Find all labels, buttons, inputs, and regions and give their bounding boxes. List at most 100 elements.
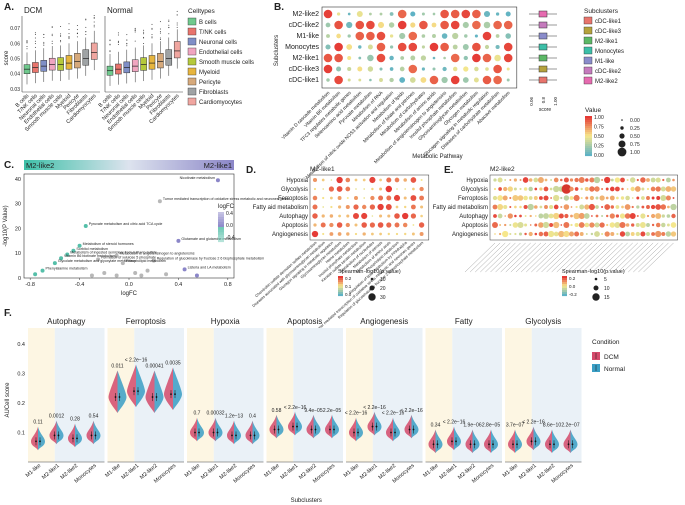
a-outlier [151,23,153,25]
e-dot [523,187,528,191]
a-outlier [93,24,95,26]
a-outlier [126,39,128,41]
b-dot [506,67,510,71]
f-mean-dot [53,434,56,437]
a-outlier [168,19,170,21]
e-dot [636,214,639,218]
f-pvalue: 1.9e−06 [463,423,481,429]
d-dot [329,222,334,228]
b-dot [485,67,489,71]
e-col-tick [602,242,633,273]
e-row-label: Angiogenesis [452,232,488,238]
a-outlier [143,31,145,33]
e-dot [635,231,640,237]
f-mean-dot [390,431,392,434]
c-frame [23,173,235,279]
e-col-tick [480,242,511,273]
b-dot [440,9,449,19]
f-mean-dot [329,428,331,431]
e-dot [569,186,574,192]
e-dot [543,186,549,192]
a-outlier [76,32,78,34]
b-side-tick: 0.8 [541,97,546,104]
e-dot [504,215,507,217]
e-dot [620,196,625,200]
e-dot [651,196,655,200]
b-dot [493,64,502,74]
f-mean-dot [516,443,518,446]
e-dot [672,197,675,199]
e-col-tick [582,242,613,273]
b-dot [503,53,513,63]
e-dot [594,231,600,237]
a-outlier [168,21,170,23]
e-dot [497,195,503,201]
d-dot [386,177,392,183]
a-outlier [60,25,62,27]
a-outlier [117,34,119,36]
d-dot [419,232,424,236]
e-dot [523,204,528,210]
f-ytick: 0.1 [17,430,25,436]
e-dot [543,195,549,201]
e-dot [523,195,528,201]
a-legend-label: Endothelial cells [199,50,242,56]
e-dot [629,212,636,220]
a-legend-label: T/NK cells [199,30,226,36]
e-col-tick [628,242,659,273]
e-dot [544,205,548,209]
d-dot [371,187,374,191]
e-dot [550,197,552,199]
d-dot [312,195,318,201]
e-dot [524,232,527,236]
f-facet-title: Fatty [455,317,473,326]
c-point [77,243,82,248]
d-dot [419,195,424,201]
e-col-tick [587,242,618,273]
a-box [48,57,56,71]
b-dot [326,78,330,82]
a-outlier [68,33,70,35]
e-dot [604,176,611,184]
a-outlier [26,45,28,47]
b-dot [388,22,395,28]
b-side-box [538,54,548,62]
d-spearman-gradient [338,286,343,289]
b-value-gradient [585,130,592,133]
d-dot [336,222,343,228]
e-col-tick [526,242,557,273]
e-dot [625,223,630,227]
b-row-label: M2-like2 [293,11,320,18]
d-dot [385,185,392,193]
b-legend-key [583,76,593,85]
e-col-tick [495,242,526,273]
a-outlier [34,40,36,42]
b-dot [389,55,394,61]
b-row-label: M2-like1 [293,55,320,62]
a-outlier [51,33,53,35]
b-dot [505,11,511,17]
a-outlier [159,21,161,23]
b-y-label: Subclusters [274,35,280,66]
d-dot [370,195,375,201]
b-dot [483,10,491,18]
e-dot [528,178,533,182]
e-size-title: -log10(p.value) [588,269,625,275]
a-outlier [134,29,136,31]
e-dot [538,231,544,237]
a-outlier [60,33,62,35]
b-legend-label: M2-like2 [595,79,618,85]
e-dot [527,203,534,211]
e-dot [558,230,565,238]
e-size-label: 10 [604,286,610,292]
b-value-gradient [585,138,592,141]
f-mean-dot [408,428,411,431]
c-title-right: M2-like1 [204,161,232,170]
b-dot [450,20,460,30]
a-outlier [143,33,145,35]
e-dot [539,205,543,209]
d-frame [309,174,430,241]
e-dot [614,177,621,183]
e-dot [609,186,615,192]
e-dot [519,179,522,181]
